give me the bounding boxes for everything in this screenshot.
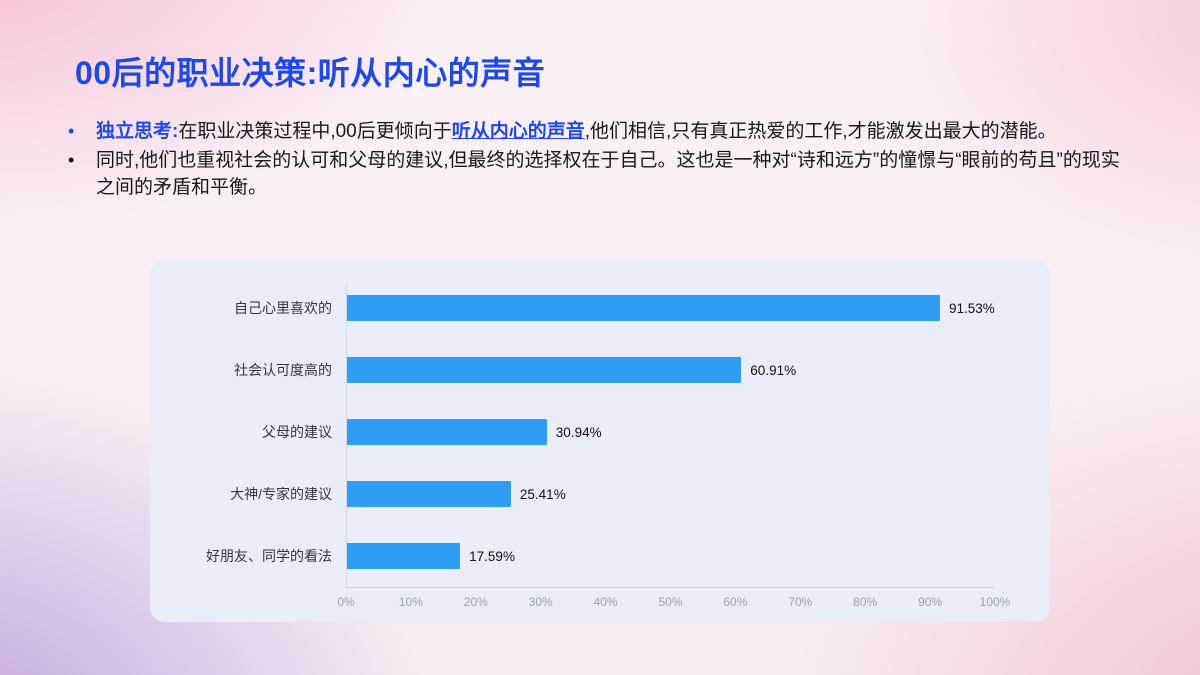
- chart-panel: 自己心里喜欢的 91.53% 社会认可度高的 60.91% 父母的建议 30.94% 大神/…: [150, 260, 1050, 622]
- x-axis-tick-label: 100%: [979, 595, 1011, 609]
- bullet-segment: 在职业决策过程中,00后更倾向于: [178, 121, 452, 142]
- bar-value-label: 91.53%: [949, 300, 995, 316]
- page-title: 00后的职业决策:听从内心的声音: [75, 55, 546, 91]
- bar: [346, 543, 461, 569]
- bullet-marker: •: [68, 121, 75, 141]
- bar-category-label: 好朋友、同学的看法: [206, 548, 332, 564]
- bar-category-label: 社会认可度高的: [234, 362, 332, 378]
- bar-value-label: 17.59%: [469, 548, 515, 564]
- bar-row: 大神/专家的建议 25.41%: [174, 463, 995, 525]
- bar-value-label: 25.41%: [519, 486, 566, 502]
- bar-area: 30.94%: [346, 419, 995, 445]
- x-axis-tick-label: 70%: [788, 595, 813, 609]
- bar-area: 91.53%: [346, 295, 995, 321]
- bullet-lead: 独立思考:: [96, 121, 179, 142]
- x-axis-tick-label: 40%: [593, 595, 618, 609]
- bullet-segment: ,他们相信,只有真正热爱的工作,才能激发出最大的潜能。: [584, 121, 1057, 142]
- bullet-item-1: • 独立思考:在职业决策过程中,00后更倾向于听从内心的声音,他们相信,只有真正…: [66, 118, 1126, 145]
- bar: [346, 295, 941, 321]
- bar-value-label: 30.94%: [555, 424, 602, 440]
- bullet-highlight: 听从内心的声音: [451, 121, 585, 142]
- bar-category-label: 自己心里喜欢的: [234, 300, 332, 316]
- y-axis-line: [346, 283, 347, 589]
- x-axis-tick-label: 50%: [658, 595, 683, 609]
- bar-area: 25.41%: [346, 481, 995, 507]
- bullet-text-1: 独立思考:在职业决策过程中,00后更倾向于听从内心的声音,他们相信,只有真正热爱…: [96, 118, 1057, 145]
- bullet-text-2: 同时,他们也重视社会的认可和父母的建议,但最终的选择权在于自己。这也是一种对“诗…: [96, 147, 1126, 201]
- chart-rows: 自己心里喜欢的 91.53% 社会认可度高的 60.91% 父母的建议 30.94% 大神/…: [174, 277, 995, 587]
- bar-row: 好朋友、同学的看法 17.59%: [174, 525, 995, 587]
- bar-row: 自己心里喜欢的 91.53%: [174, 277, 995, 339]
- bullet-item-2: • 同时,他们也重视社会的认可和父母的建议,但最终的选择权在于自己。这也是一种对…: [66, 147, 1126, 201]
- bullet-segment: 同时,他们也重视社会的认可和父母的建议,但最终的选择权在于自己。这也是一种对“诗…: [96, 150, 1120, 198]
- bar: [346, 419, 547, 445]
- bullet-list: • 独立思考:在职业决策过程中,00后更倾向于听从内心的声音,他们相信,只有真正…: [66, 118, 1126, 203]
- bar-chart: 自己心里喜欢的 91.53% 社会认可度高的 60.91% 父母的建议 30.94% 大神/…: [174, 277, 1010, 612]
- bar-area: 17.59%: [346, 543, 995, 569]
- x-axis-tick-label: 30%: [528, 595, 553, 609]
- bar-category-label: 父母的建议: [262, 424, 332, 440]
- x-axis-tick-label: 80%: [853, 595, 878, 609]
- x-axis-tick-label: 0%: [337, 595, 355, 609]
- x-axis-tick-label: 10%: [398, 595, 423, 609]
- x-axis-ticks: 0% 10% 20% 30% 40% 50% 60% 70% 80% 90% 100%: [337, 595, 1010, 611]
- x-axis-tick-label: 20%: [463, 595, 488, 609]
- bar-area: 60.91%: [346, 357, 995, 383]
- bar-row: 社会认可度高的 60.91%: [174, 339, 995, 401]
- bullet-marker: •: [68, 150, 75, 170]
- bar-value-label: 60.91%: [750, 362, 797, 378]
- bar-row: 父母的建议 30.94%: [174, 401, 995, 463]
- x-axis-tick-label: 60%: [723, 595, 748, 609]
- x-axis-tick-label: 90%: [918, 595, 943, 609]
- bar: [346, 481, 511, 507]
- x-axis: 0% 10% 20% 30% 40% 50% 60% 70% 80% 90% 100%: [337, 587, 1010, 611]
- bar-category-label: 大神/专家的建议: [230, 486, 332, 502]
- bar: [346, 357, 742, 383]
